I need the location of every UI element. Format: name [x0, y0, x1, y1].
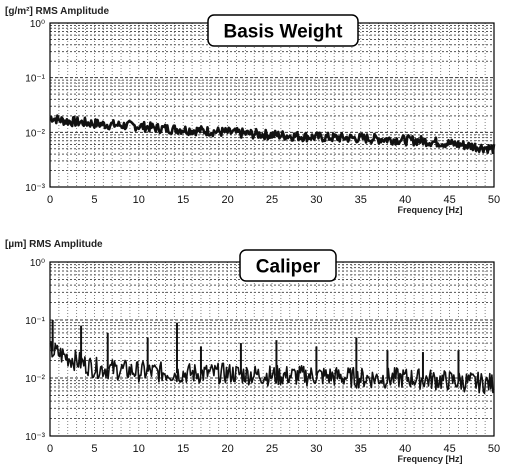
- chart-title: Caliper: [256, 257, 321, 278]
- x-tick-label: 40: [399, 194, 411, 206]
- y-axis-label: [µm] RMS Amplitude: [5, 239, 103, 250]
- y-tick-label: 10⁻¹: [25, 316, 45, 327]
- x-tick-label: 15: [177, 443, 189, 455]
- x-tick-label: 20: [221, 443, 233, 455]
- x-tick-label: 50: [488, 443, 500, 455]
- x-tick-label: 10: [133, 194, 145, 206]
- x-tick-label: 25: [266, 194, 278, 206]
- x-tick-label: 50: [488, 194, 500, 206]
- x-tick-label: 45: [443, 443, 455, 455]
- y-tick-label: 10⁰: [30, 19, 45, 30]
- series-line: [49, 114, 496, 155]
- x-tick-label: 20: [221, 194, 233, 206]
- x-tick-label: 30: [310, 194, 322, 206]
- chart-panel-caliper: 0 5 10 15 20 25 30 35 40 45 50 10⁻³ 10⁻² 10⁻¹ 10⁰ [µm] …: [5, 239, 500, 464]
- y-tick-label: 10⁰: [30, 258, 45, 269]
- x-tick-label: 25: [266, 443, 278, 455]
- x-tick-label: 5: [91, 443, 97, 455]
- x-tick-label: 35: [355, 194, 367, 206]
- y-tick-label: 10⁻²: [25, 128, 45, 139]
- x-tick-label: 0: [47, 194, 53, 206]
- y-tick-label: 10⁻³: [25, 432, 45, 443]
- x-tick-label: 10: [133, 443, 145, 455]
- title-box: [239, 249, 337, 282]
- title-box: [207, 14, 359, 47]
- series-line: [49, 340, 495, 395]
- x-tick-label: 40: [399, 443, 411, 455]
- grid: [50, 22, 494, 188]
- x-tick-label: 45: [443, 194, 455, 206]
- peaks: [51, 320, 460, 382]
- y-tick-label: 10⁻³: [25, 183, 45, 194]
- x-tick-label: 0: [47, 443, 53, 455]
- y-tick-label: 10⁻¹: [25, 74, 45, 85]
- x-axis-label: Frequency [Hz]: [397, 454, 462, 464]
- chart-title: Basis Weight: [224, 22, 344, 43]
- grid: [50, 261, 494, 437]
- y-tick-label: 10⁻²: [25, 374, 45, 385]
- chart-panel-basis-weight: 0 5 10 15 20 25 30 35 40 45 50 10⁻³ 10⁻² 10⁻¹ 10⁰ [g/m²…: [5, 6, 500, 215]
- x-tick-label: 35: [355, 443, 367, 455]
- x-tick-label: 5: [91, 194, 97, 206]
- y-axis-label: [g/m²] RMS Amplitude: [5, 6, 110, 17]
- x-tick-label: 15: [177, 194, 189, 206]
- x-axis-label: Frequency [Hz]: [397, 205, 462, 215]
- x-tick-label: 30: [310, 443, 322, 455]
